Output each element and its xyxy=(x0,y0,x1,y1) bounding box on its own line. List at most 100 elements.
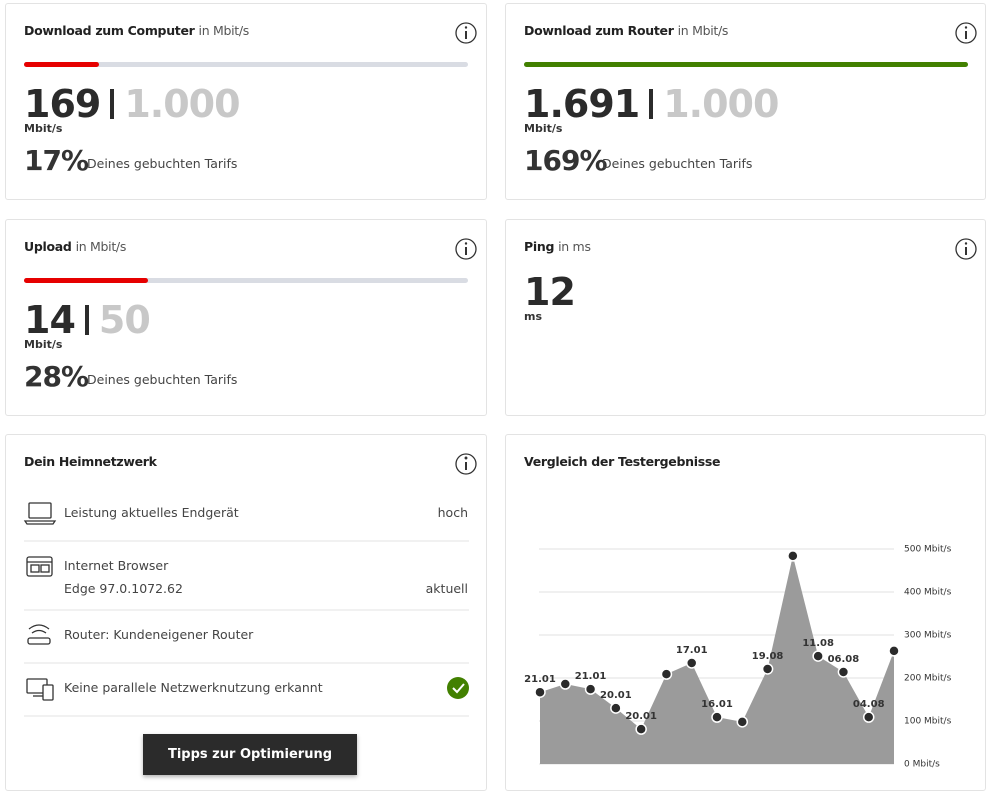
card-title: Download zum Router in Mbit/s xyxy=(524,23,728,38)
card-title: Upload in Mbit/s xyxy=(24,239,126,254)
speed-unit: Mbit/s xyxy=(524,122,563,135)
icon-circle xyxy=(455,238,477,260)
separators xyxy=(24,540,469,717)
point-label: 21.01 xyxy=(575,671,607,682)
speed-unit: ms xyxy=(524,310,543,323)
card-title: Download zum Computer in Mbit/s xyxy=(24,23,249,38)
y-tick-label: 200 Mbit/s xyxy=(904,674,952,684)
item-label: Internet Browser xyxy=(64,558,169,573)
measured: 169 xyxy=(24,82,101,126)
point xyxy=(837,666,850,678)
separator xyxy=(110,89,115,119)
point xyxy=(610,702,622,714)
speed-unit: Mbit/s xyxy=(24,338,63,351)
card-title-main: Download zum Computer xyxy=(24,23,195,38)
chart: 0 Mbit/s 100 Mbit/s 200 Mbit/s 300 Mbit/s 40… xyxy=(524,545,952,770)
card-title-unit: in Mbit/s xyxy=(75,239,127,254)
point xyxy=(761,663,774,675)
icon-dot xyxy=(964,242,968,245)
point-label: 17.01 xyxy=(676,645,708,656)
point xyxy=(711,711,723,723)
point xyxy=(888,645,900,657)
point-label: 21.01 xyxy=(524,674,556,685)
speed-unit: Mbit/s xyxy=(24,122,63,135)
icon-laptop xyxy=(23,502,57,525)
progress-track xyxy=(24,278,468,283)
icon-info xyxy=(955,22,977,44)
chart-card: Vergleich der Testergebnisse 0 Mbit/s 100… xyxy=(505,434,986,791)
y-tick-label: 500 Mbit/s xyxy=(904,545,952,555)
separator xyxy=(649,89,654,119)
item-label: Keine parallele Netzwerknutzung erkannt xyxy=(64,680,323,695)
icon-circle xyxy=(455,22,477,44)
result-card: Upload in Mbit/s 14 50 Mbit/s 28% Deines gebuc… xyxy=(5,219,487,416)
measured: 14 xyxy=(24,298,76,342)
tariff-text: Deines gebuchten Tarifs xyxy=(87,156,238,171)
point xyxy=(736,716,749,728)
speed-row: 14 50 xyxy=(24,298,151,342)
icon-devices xyxy=(26,678,54,701)
point-label: 04.08 xyxy=(853,699,885,710)
percent: 28% xyxy=(24,360,89,393)
item-label: Leistung aktuelles Endgerät xyxy=(64,505,239,520)
point xyxy=(787,550,799,562)
button[interactable]: Tipps zur Optimierung xyxy=(143,734,357,775)
booked: 1.000 xyxy=(663,82,779,126)
point xyxy=(559,678,572,690)
area xyxy=(540,555,894,764)
progress-track xyxy=(24,62,468,67)
network-card: Dein Heimnetzwerk Leistung aktuelles End… xyxy=(5,434,487,791)
result-card: Download zum Computer in Mbit/s 169 1.000 Mb… xyxy=(5,3,487,200)
chart-title-text: Vergleich der Testergebnisse xyxy=(524,454,721,469)
icon-browser xyxy=(26,556,53,577)
percent: 169% xyxy=(524,144,608,177)
card-title-unit: in Mbit/s xyxy=(198,23,250,38)
network-title: Dein Heimnetzwerk xyxy=(24,454,157,469)
result-card: Ping in ms 12 ms xyxy=(505,219,986,416)
card-title-main: Ping xyxy=(524,239,555,254)
booked: 1.000 xyxy=(124,82,240,126)
y-tick-label: 0 Mbit/s xyxy=(904,760,940,770)
icon-dot xyxy=(464,242,468,245)
progress-fill xyxy=(24,278,149,283)
network-icons xyxy=(23,453,477,717)
card-title-unit: in Mbit/s xyxy=(677,23,729,38)
icon-check xyxy=(447,677,469,699)
progress-fill xyxy=(24,62,100,67)
network-title-text: Dein Heimnetzwerk xyxy=(24,454,157,469)
point xyxy=(685,657,698,669)
tariff-text: Deines gebuchten Tarifs xyxy=(87,372,238,387)
y-tick-label: 100 Mbit/s xyxy=(904,717,952,727)
item-label: Router: Kundeneigener Router xyxy=(64,627,254,642)
icon-dot xyxy=(464,26,468,29)
measured: 12 xyxy=(524,270,576,314)
card-title-main: Download zum Router xyxy=(524,23,674,38)
point xyxy=(635,723,647,735)
tariff-text: Deines gebuchten Tarifs xyxy=(602,156,753,171)
point-label: 16.01 xyxy=(701,699,733,710)
result-card: Download zum Router in Mbit/s 1.691 1.000 Mb… xyxy=(505,3,986,200)
icon-router xyxy=(27,624,51,645)
booked: 50 xyxy=(98,298,151,342)
point xyxy=(862,711,875,723)
point-label: 11.08 xyxy=(802,638,834,649)
speed-row: 169 1.000 xyxy=(24,82,241,126)
chart-title: Vergleich der Testergebnisse xyxy=(524,454,720,469)
point xyxy=(660,668,673,680)
measured: 1.691 xyxy=(524,82,640,126)
icon-circle xyxy=(955,238,977,260)
icon-info xyxy=(455,453,477,475)
speed-row: 12 xyxy=(524,270,576,314)
card-title: Ping in ms xyxy=(524,239,591,254)
item-status: hoch xyxy=(437,505,468,520)
icon-info xyxy=(455,238,477,260)
percent: 17% xyxy=(24,144,89,177)
icon-circle xyxy=(955,22,977,44)
card-title-main: Upload xyxy=(24,239,72,254)
y-tick-label: 400 Mbit/s xyxy=(904,588,952,598)
icon-dot xyxy=(964,26,968,29)
point-label: 20.01 xyxy=(625,711,657,722)
item-detail: Edge 97.0.1072.62 xyxy=(64,581,183,596)
point xyxy=(812,650,824,662)
